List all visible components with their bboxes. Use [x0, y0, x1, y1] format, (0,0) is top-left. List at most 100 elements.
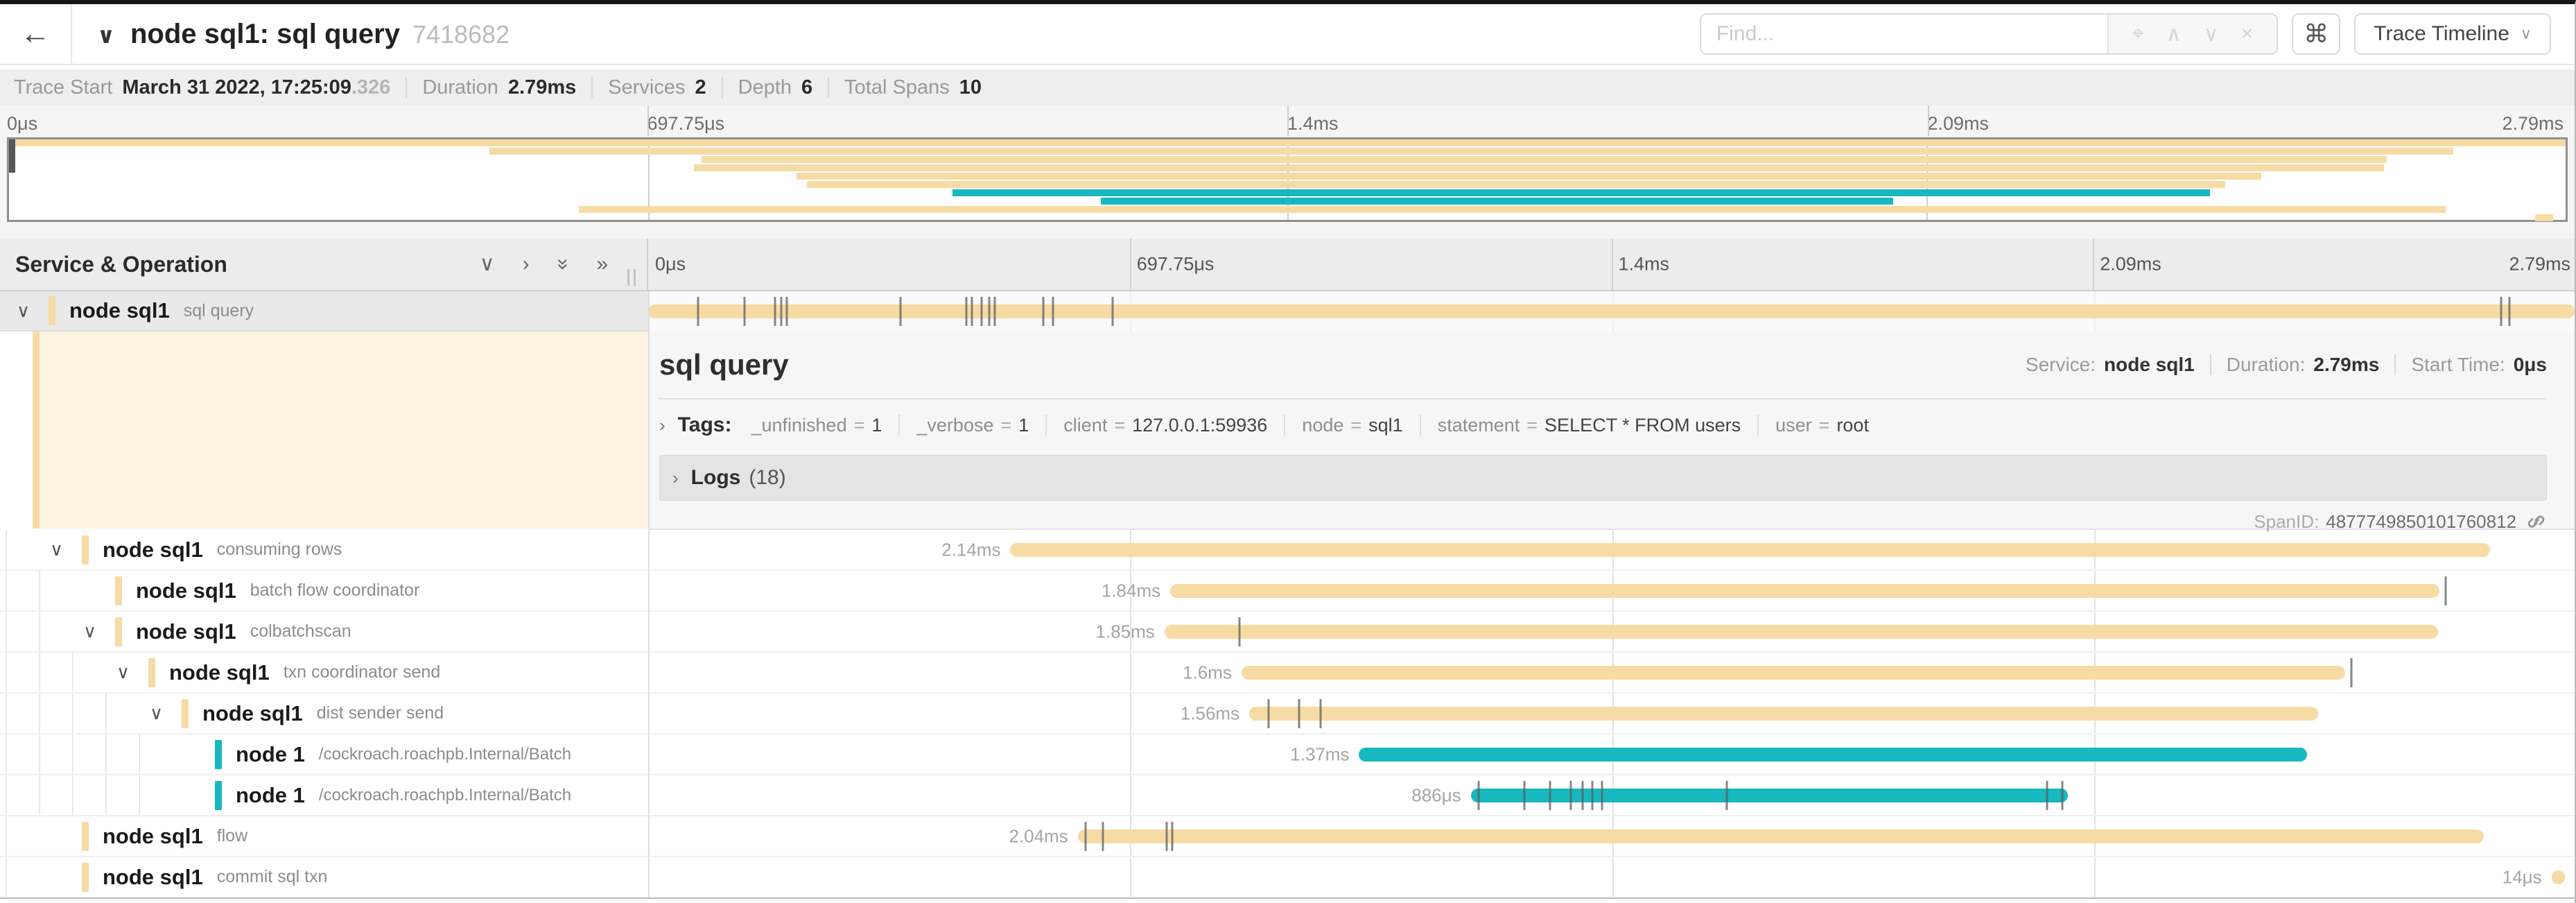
span-bar-cockroach-roachpb-internal-batch[interactable] [1359, 747, 2307, 762]
tree-row-commit-sql-txn[interactable]: node sql1 commit sql txn [0, 857, 648, 897]
timeline-row-colbatchscan[interactable]: 1.85ms [648, 612, 2575, 651]
tree-row-cockroach-roachpb-internal-batch[interactable]: node 1/cockroach.roachpb.Internal/Batch [0, 734, 648, 774]
trace-title-group[interactable]: ∨ node sql1: sql query 7418682 [97, 19, 510, 50]
span-bar-flow[interactable] [1077, 829, 2484, 843]
service-color-bar [215, 780, 222, 810]
minimap-span-bar [806, 181, 2226, 188]
minimap-row [9, 164, 2566, 172]
tag-unfinished: _unfinished = 1 [751, 415, 882, 436]
tree-row-batch-flow-coordinator[interactable]: node sql1 batch flow coordinator [0, 571, 648, 610]
meta-value: node sql1 [2104, 354, 2195, 375]
prev-match-icon[interactable]: ∧ [2166, 22, 2182, 46]
tag-key: _unfinished [751, 414, 847, 436]
tree-row-dist-sender-send[interactable]: ∨ node sql1 dist sender send [0, 694, 648, 733]
log-marker [1523, 780, 1526, 810]
timeline-row-txn-coordinator-send[interactable]: 1.6ms [648, 653, 2575, 692]
tree-row-txn-coordinator-send[interactable]: ∨ node sql1 txn coordinator send [0, 653, 648, 692]
command-icon: ⌘ [2304, 19, 2329, 48]
detail-span-title: sql query [659, 348, 789, 381]
span-row-flow: node sql1 flow 2.04ms [0, 816, 2575, 857]
minimap-row [9, 148, 2566, 155]
span-duration-label: 1.85ms [1095, 621, 1155, 642]
log-marker [1601, 780, 1603, 810]
chevron-down-icon[interactable]: ∨ [479, 252, 495, 275]
log-marker [2061, 780, 2064, 810]
collapse-caret-icon[interactable]: ∨ [97, 22, 115, 48]
tree-indent-guide [6, 612, 7, 651]
ruler-tick-label: 697.75μs [1136, 253, 1215, 275]
span-row-txn-coordinator-send: ∨ node sql1 txn coordinator send 1.6ms [0, 653, 2575, 694]
tags-toggle-row[interactable]: › Tags: _unfinished = 1 _verbose = 1 client = 12… [659, 404, 2547, 447]
ruler-gridline [2093, 239, 2095, 290]
log-marker [980, 297, 983, 326]
view-selector-label: Trace Timeline [2374, 22, 2509, 45]
tag-separator [1284, 415, 1286, 436]
column-splitter[interactable] [648, 291, 650, 898]
minimap-drag-handle[interactable] [9, 139, 15, 173]
ruler-gridline [1927, 105, 1929, 136]
clear-find-icon[interactable]: × [2240, 22, 2254, 45]
log-marker [780, 297, 783, 326]
minimap-canvas[interactable] [7, 137, 2568, 222]
tree-row-consuming-rows[interactable]: ∨ node sql1 consuming rows [0, 530, 648, 569]
timeline-row-dist-sender-send[interactable]: 1.56ms [648, 694, 2575, 733]
double-chevron-down-icon[interactable]: » [551, 258, 575, 270]
timeline-ruler-header[interactable]: 0μs 697.75μs 1.4ms 2.09ms 2.79ms [648, 239, 2575, 290]
chevron-right-icon[interactable]: › [522, 252, 530, 275]
tag-equals: = [1526, 414, 1538, 436]
minimap-span-bar [796, 173, 2262, 180]
span-bar-cockroach-roachpb-internal-batch[interactable] [1470, 788, 2069, 802]
timeline-row-cockroach-roachpb-internal-batch[interactable]: 886μs [648, 775, 2575, 815]
find-group: ⌖ ∧ ∨ × [1699, 13, 2279, 55]
timeline-row-cockroach-roachpb-internal-batch[interactable]: 1.37ms [648, 734, 2575, 774]
span-bar-commit-sql-txn[interactable] [2551, 870, 2566, 884]
span-bar-batch-flow-coordinator[interactable] [1170, 583, 2440, 598]
chevron-down-icon[interactable]: ∨ [50, 539, 64, 560]
timeline-row-commit-sql-txn[interactable]: 14μs [648, 857, 2575, 897]
minimap-span-bar [694, 164, 2385, 171]
find-input[interactable] [1700, 15, 2107, 53]
tag-separator [1757, 415, 1759, 436]
tree-indent-guide [72, 734, 73, 774]
chevron-down-icon[interactable]: ∨ [17, 300, 31, 321]
summary-label: Duration [422, 76, 498, 98]
double-chevron-right-icon[interactable]: » [596, 252, 608, 275]
tag-user: user = root [1775, 415, 1869, 436]
chevron-right-icon: › [672, 467, 679, 488]
view-selector-button[interactable]: Trace Timeline ∨ [2354, 13, 2551, 55]
minimap-span-bar [1100, 198, 1894, 205]
tree-row-sql-query[interactable]: ∨ node sql1 sql query [0, 291, 648, 332]
next-match-icon[interactable]: ∨ [2203, 22, 2219, 46]
timeline-row-sql-query[interactable] [648, 291, 2575, 332]
tag-separator [1045, 415, 1047, 436]
link-icon[interactable] [2526, 511, 2547, 532]
chevron-right-icon: › [659, 414, 665, 436]
span-bar-colbatchscan[interactable] [1164, 624, 2438, 639]
locate-icon[interactable]: ⌖ [2132, 22, 2144, 45]
timeline-row-consuming-rows[interactable]: 2.14ms [648, 530, 2575, 569]
logs-toggle-row[interactable]: › Logs (18) [659, 455, 2547, 501]
column-resize-grip[interactable] [627, 269, 636, 286]
span-bar-sql-query[interactable] [648, 304, 2575, 318]
tree-indent-guide [6, 775, 7, 815]
back-button[interactable]: ← [0, 4, 72, 64]
span-bar-txn-coordinator-send[interactable] [1241, 665, 2346, 680]
span-id-row: SpanID: 4877749850101760812 [659, 502, 2547, 541]
tree-row-colbatchscan[interactable]: ∨ node sql1 colbatchscan [0, 612, 648, 651]
tree-row-cockroach-roachpb-internal-batch[interactable]: node 1/cockroach.roachpb.Internal/Batch [0, 775, 648, 815]
span-bar-consuming-rows[interactable] [1010, 542, 2490, 557]
tree-indent-guide [39, 775, 40, 815]
service-color-bar [115, 576, 122, 605]
chevron-down-icon[interactable]: ∨ [116, 662, 130, 682]
summary-item-depth: Depth 6 [738, 76, 813, 99]
chevron-down-icon[interactable]: ∨ [83, 621, 97, 642]
tree-row-flow[interactable]: node sql1 flow [0, 816, 648, 856]
timeline-row-flow[interactable]: 2.04ms [648, 816, 2575, 856]
keyboard-shortcuts-button[interactable]: ⌘ [2292, 13, 2341, 55]
timeline-row-batch-flow-coordinator[interactable]: 1.84ms [648, 571, 2575, 610]
chevron-down-icon[interactable]: ∨ [150, 703, 164, 723]
ruler-tick-label: 2.79ms [2502, 113, 2564, 134]
minimap-span-bar [579, 206, 2446, 213]
logs-count: (18) [749, 466, 786, 489]
span-bar-dist-sender-send[interactable] [1249, 706, 2319, 721]
